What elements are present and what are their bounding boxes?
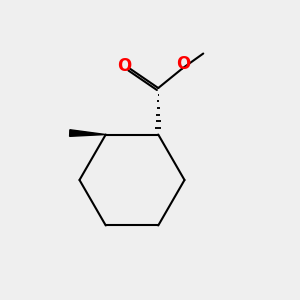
Polygon shape [70,130,106,136]
Text: O: O [117,57,131,75]
Text: O: O [176,55,190,73]
